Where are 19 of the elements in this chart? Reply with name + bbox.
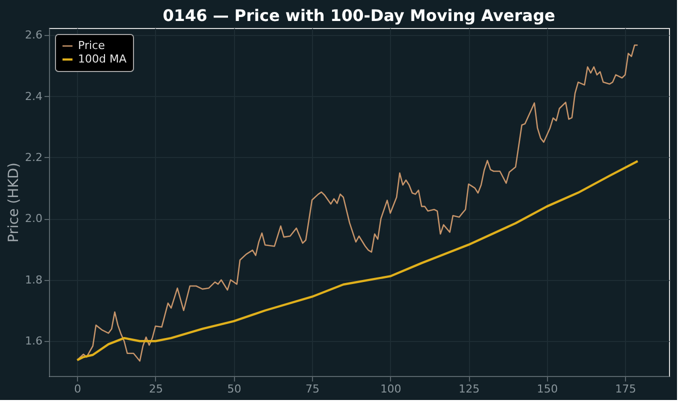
- y-tick-label: 2.2: [25, 150, 42, 164]
- y-tick-label: 2.4: [25, 90, 42, 103]
- y-tick-label: 2.6: [25, 28, 42, 42]
- chart-title: 0146 — Price with 100-Day Moving Average: [162, 6, 556, 25]
- legend-label: 100d MA: [78, 52, 127, 66]
- x-tick-label: 175: [615, 382, 636, 396]
- y-tick-label: 1.8: [25, 273, 42, 286]
- x-tick-label: 150: [536, 382, 558, 396]
- x-tick-label: 25: [148, 382, 163, 396]
- legend-label: Price: [78, 39, 106, 52]
- x-tick-label: 125: [458, 382, 480, 396]
- y-axis-title: Price (HKD): [6, 162, 22, 243]
- x-tick-label: 0: [74, 382, 82, 396]
- x-tick-label: 50: [227, 382, 242, 396]
- line-series: [76, 160, 639, 362]
- y-tick-label: 1.6: [25, 334, 42, 348]
- x-tick-label: 75: [306, 382, 320, 396]
- y-tick-label: 2.0: [25, 212, 42, 226]
- x-tick-label: 100: [380, 382, 402, 396]
